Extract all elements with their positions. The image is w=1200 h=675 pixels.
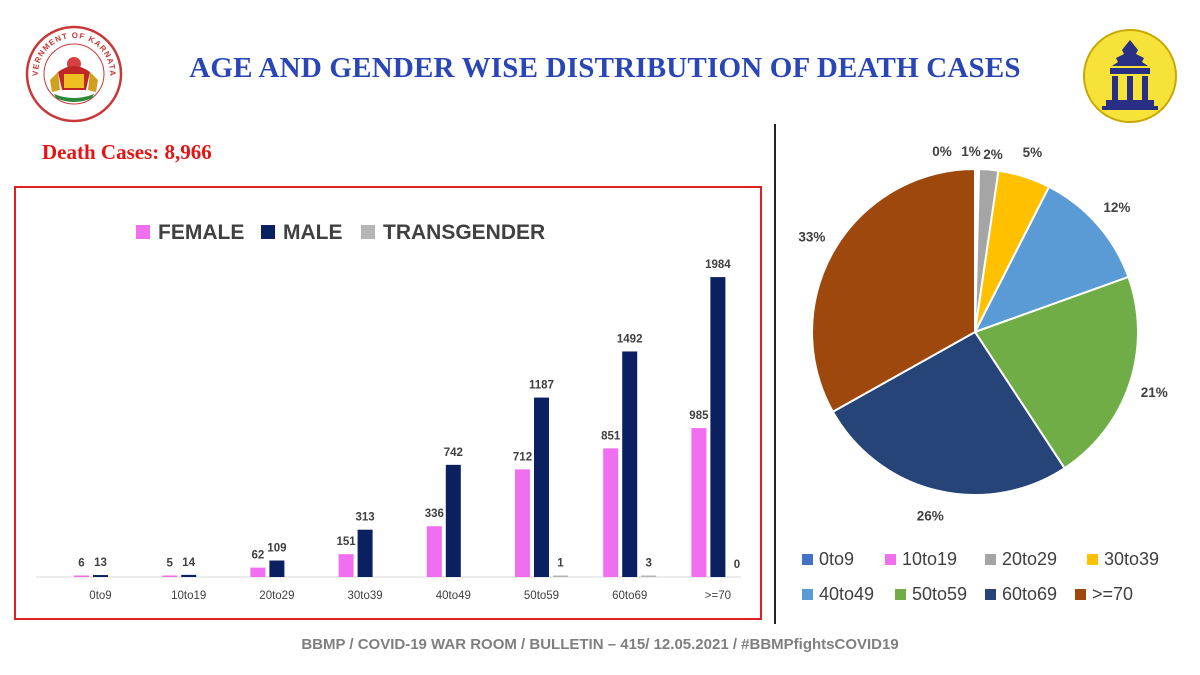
data-label-female->=70: 985 bbox=[689, 410, 709, 422]
bar-female-0to9 bbox=[74, 575, 89, 577]
x-tick-label-10to19: 10to19 bbox=[171, 590, 206, 602]
pie-legend-label-20to29: 20to29 bbox=[1002, 549, 1057, 569]
data-label-female-20to29: 62 bbox=[252, 550, 265, 562]
pie-slice-60to69 bbox=[831, 330, 1066, 496]
pie-legend-swatch-60to69 bbox=[985, 589, 996, 600]
legend-label-transgender: TRANSGENDER bbox=[383, 221, 545, 244]
data-label-male-20to29: 109 bbox=[267, 543, 286, 555]
bar-male-10to19 bbox=[181, 574, 197, 577]
data-label-male-40to49: 742 bbox=[444, 447, 463, 459]
data-label-transgender-50to59: 1 bbox=[557, 558, 564, 570]
pie-label-60to69: 26% bbox=[917, 509, 944, 524]
bar-female->=70 bbox=[691, 428, 707, 577]
legend-swatch-transgender bbox=[361, 225, 375, 239]
bar-male-30to39 bbox=[357, 529, 373, 577]
pie-label-50to59: 21% bbox=[1141, 385, 1168, 400]
data-label-female-0to9: 6 bbox=[78, 558, 84, 570]
legend-swatch-female bbox=[136, 225, 150, 239]
x-tick-label-30to39: 30to39 bbox=[348, 590, 383, 602]
x-tick-label-60to69: 60to69 bbox=[612, 590, 647, 602]
pie-label-40to49: 12% bbox=[1103, 200, 1130, 215]
bar-female-50to59 bbox=[515, 469, 530, 577]
pie-legend-label-50to59: 50to59 bbox=[912, 584, 967, 604]
data-label-female-10to19: 5 bbox=[166, 558, 173, 570]
pie-label->=70: 33% bbox=[798, 229, 825, 244]
pie-legend-swatch-10to19 bbox=[885, 554, 896, 565]
data-label-transgender-60to69: 3 bbox=[645, 558, 651, 570]
pie-legend-label-30to39: 30to39 bbox=[1104, 549, 1159, 569]
legend-label-male: MALE bbox=[283, 221, 343, 244]
death-cases-total: Death Cases: 8,966 bbox=[42, 140, 212, 164]
pie-legend-swatch-30to39 bbox=[1087, 554, 1098, 565]
pie-slice-50to59 bbox=[973, 275, 1139, 470]
pie-label-30to39: 5% bbox=[1023, 145, 1043, 160]
pie-legend-label-60to69: 60to69 bbox=[1002, 584, 1057, 604]
legend-label-female: FEMALE bbox=[158, 221, 244, 244]
bar-male-40to49 bbox=[445, 464, 461, 577]
pie-legend-label-40to49: 40to49 bbox=[819, 584, 874, 604]
bar-male-50to59 bbox=[534, 397, 549, 577]
data-label-male->=70: 1984 bbox=[705, 259, 731, 271]
legend-swatch-male bbox=[261, 225, 275, 239]
age-distribution-pie-chart: 0% 1% 2% 5% 12% 21% 26% 33% 0to9 10to19 20to29 30to… bbox=[798, 144, 1168, 604]
data-label-transgender->=70: 0 bbox=[734, 559, 740, 571]
page-title: AGE AND GENDER WISE DISTRIBUTION OF DEAT… bbox=[189, 52, 1021, 84]
data-label-male-30to39: 313 bbox=[356, 512, 375, 524]
pie-slice-40to49 bbox=[972, 185, 1130, 334]
data-label-female-60to69: 851 bbox=[601, 430, 621, 442]
data-label-male-50to59: 1187 bbox=[529, 380, 554, 392]
data-label-male-60to69: 1492 bbox=[617, 333, 643, 345]
pie-legend-swatch->=70 bbox=[1075, 589, 1086, 600]
data-label-male-0to9: 13 bbox=[94, 557, 107, 569]
bar-transgender-60to69 bbox=[641, 575, 657, 577]
x-tick-label-40to49: 40to49 bbox=[436, 590, 471, 602]
pie-legend-label->=70: >=70 bbox=[1092, 584, 1133, 604]
bar-male->=70 bbox=[710, 277, 726, 577]
data-label-female-40to49: 336 bbox=[425, 508, 444, 520]
bbmp-logo-icon bbox=[1083, 29, 1177, 123]
x-tick-label-20to29: 20to29 bbox=[259, 590, 294, 602]
pie-label-0to9: 0% bbox=[932, 144, 952, 159]
pie-legend-label-10to19: 10to19 bbox=[902, 549, 957, 569]
bar-female-60to69 bbox=[603, 448, 619, 577]
pie-slice->=70 bbox=[811, 167, 976, 414]
bar-female-30to39 bbox=[338, 554, 354, 577]
pie-label-10to19: 1% bbox=[961, 144, 981, 159]
bar-male-0to9 bbox=[93, 575, 108, 577]
bar-transgender-50to59 bbox=[553, 575, 568, 577]
x-tick-label->=70: >=70 bbox=[705, 590, 731, 602]
bar-male-60to69 bbox=[622, 351, 638, 577]
panel-divider bbox=[774, 124, 776, 624]
pie-legend-swatch-40to49 bbox=[802, 589, 813, 600]
pie-legend-swatch-0to9 bbox=[802, 554, 813, 565]
karnataka-state-emblem-icon: GOVERNMENT OF KARNATAKA bbox=[24, 24, 123, 123]
pie-legend-swatch-20to29 bbox=[985, 554, 996, 565]
pie-legend-swatch-50to59 bbox=[895, 589, 906, 600]
bar-chart-panel: FEMALE MALE TRANSGENDER 6 13 0to9 5 14 10to19 62 1… bbox=[14, 186, 762, 620]
bar-female-10to19 bbox=[162, 575, 178, 577]
pie-legend-label-0to9: 0to9 bbox=[819, 549, 854, 569]
x-tick-label-50to59: 50to59 bbox=[524, 590, 559, 602]
data-label-female-50to59: 712 bbox=[513, 451, 532, 463]
pie-label-20to29: 2% bbox=[983, 147, 1003, 162]
data-label-female-30to39: 151 bbox=[337, 536, 357, 548]
bar-female-40to49 bbox=[426, 526, 442, 577]
bar-female-20to29 bbox=[250, 567, 266, 577]
x-tick-label-0to9: 0to9 bbox=[89, 590, 111, 602]
data-label-male-10to19: 14 bbox=[182, 557, 195, 569]
bulletin-footer: BBMP / COVID-19 WAR ROOM / BULLETIN – 41… bbox=[301, 636, 899, 653]
bar-male-20to29 bbox=[269, 560, 285, 577]
